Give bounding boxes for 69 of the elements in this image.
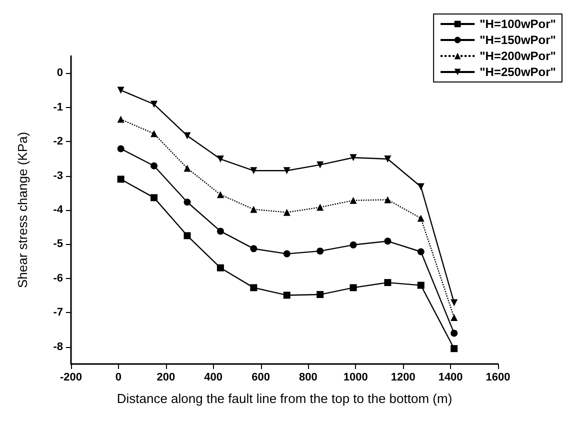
point	[283, 167, 290, 174]
y-tick-label: -4	[53, 204, 64, 216]
x-tick-label: 0	[115, 372, 122, 384]
point	[384, 156, 392, 163]
point	[384, 238, 392, 245]
y-tick-label: -3	[53, 170, 63, 182]
point	[150, 130, 158, 138]
point	[117, 116, 124, 123]
point	[283, 208, 290, 216]
point	[316, 161, 324, 168]
point	[150, 162, 158, 170]
y-tick-label: -8	[53, 340, 63, 353]
y-tick-label: -6	[53, 272, 63, 284]
point	[350, 196, 357, 204]
point	[250, 284, 258, 292]
point	[184, 132, 191, 140]
point	[150, 100, 158, 108]
point	[316, 291, 324, 298]
point	[316, 248, 324, 255]
y-tick-label: -2	[53, 136, 63, 148]
point	[316, 204, 324, 211]
x-tick-label: 1400	[438, 372, 463, 384]
point	[150, 194, 158, 202]
x-tick-label: 1200	[390, 372, 416, 384]
legend-label: "H=150wPor"	[480, 33, 556, 47]
y-tick-label: -5	[53, 238, 63, 250]
point	[417, 183, 424, 190]
point	[184, 232, 191, 240]
x-tick-label: 800	[299, 372, 318, 384]
point	[384, 196, 392, 204]
point	[250, 206, 258, 213]
legend-label: "H=100wPor"	[480, 17, 556, 31]
point	[417, 248, 424, 256]
point	[283, 292, 290, 299]
x-tick-label: 200	[156, 372, 176, 384]
point	[117, 145, 124, 152]
point	[216, 191, 224, 198]
x-axis-title: Distance along the fault line from the top to the bottom (m)	[116, 391, 452, 406]
point	[450, 330, 458, 337]
point	[250, 245, 258, 252]
x-tick-label: -200	[60, 372, 82, 384]
point	[184, 164, 191, 172]
point	[283, 250, 290, 258]
x-tick-label: 600	[252, 372, 270, 384]
y-axis-title: Shear stress change (KPa)	[15, 132, 30, 288]
legend-label: "H=200wPor"	[480, 49, 556, 63]
point	[250, 167, 258, 174]
y-tick-label: -1	[53, 101, 63, 114]
point	[216, 156, 224, 163]
point	[417, 282, 424, 289]
y-tick-label: 0	[56, 67, 63, 80]
point	[350, 154, 357, 162]
point	[450, 345, 458, 352]
legend-label: "H=250wPor"	[480, 65, 556, 79]
point	[350, 241, 357, 248]
point	[450, 299, 458, 306]
point	[216, 264, 224, 272]
point	[216, 228, 224, 235]
point	[117, 176, 124, 183]
point	[117, 86, 124, 94]
point	[450, 314, 458, 321]
point	[384, 279, 392, 286]
point	[417, 214, 424, 222]
x-tick-label: 1600	[486, 372, 510, 384]
point	[350, 284, 357, 292]
x-tick-label: 1000	[343, 372, 368, 384]
y-tick-label: -7	[53, 306, 63, 319]
point	[184, 198, 191, 206]
x-tick-label: 400	[204, 372, 223, 384]
